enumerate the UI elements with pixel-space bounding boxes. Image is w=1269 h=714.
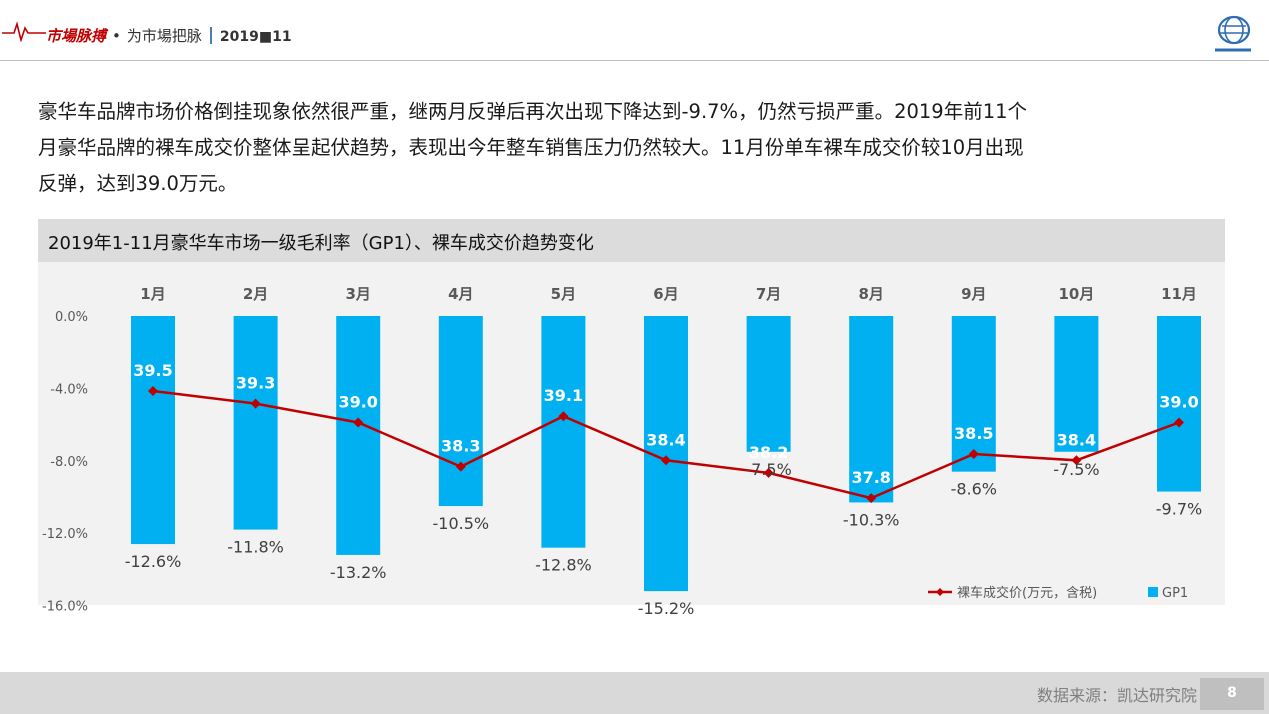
issue-label: 2019■11 — [219, 29, 292, 45]
gp1-bar — [131, 316, 175, 545]
gp1-value-label: -11.8% — [227, 538, 284, 557]
pulse-icon — [2, 21, 46, 42]
chart-title-bar: 2019年1-11月豪华车市场一级毛利率（GP1）、裸车成交价趋势变化 — [38, 219, 1225, 262]
data-source: 数据来源：凯达研究院 — [1036, 686, 1197, 705]
legend-line-marker — [936, 588, 944, 596]
price-marker — [148, 386, 158, 396]
category-label: 11月 — [1161, 285, 1197, 303]
gp1-value-label: -10.5% — [432, 514, 489, 533]
price-marker — [353, 417, 364, 428]
category-label: 9月 — [961, 285, 986, 303]
price-value-label: 39.0 — [1159, 393, 1198, 412]
legend-price-label: 裸车成交价(万元，含税) — [957, 585, 1097, 601]
intro-line-2: 月豪华品牌的裸车成交价整体呈起伏趋势，表现出今年整车销售压力仍然较大。11月份单… — [38, 136, 1024, 159]
price-marker — [763, 467, 774, 478]
y-tick-label: -8.0% — [50, 455, 88, 470]
gp1-value-label: -9.7% — [1156, 500, 1202, 519]
chart-title: 2019年1-11月豪华车市场一级毛利率（GP1）、裸车成交价趋势变化 — [48, 233, 594, 254]
gp1-bar — [951, 316, 996, 472]
y-tick-label: 0.0% — [55, 310, 88, 325]
brand-dot: • — [112, 27, 121, 45]
page-number-box: 8 — [1200, 678, 1264, 710]
price-marker — [1071, 455, 1082, 466]
gp1-bar — [1054, 316, 1099, 452]
chart-legend: 裸车成交价(万元，含税) GP1 — [928, 585, 1188, 601]
intro-line-3: 反弹，达到39.0万元。 — [38, 172, 238, 195]
gp1-bar — [541, 316, 586, 548]
category-label: 2月 — [243, 285, 268, 303]
data-labels: -12.6% -11.8% -13.2% -10.5% -12.8% -15.2% -7.5… — [125, 361, 1203, 618]
price-value-label: 37.8 — [851, 468, 890, 487]
gp1-price-chart: -12.6% -11.8% -13.2% -10.5% -12.8% -15.2% -7.5… — [42, 285, 1203, 618]
gp1-bar — [849, 316, 894, 503]
category-label: 8月 — [858, 285, 883, 303]
brand-slogan: 为市場把脉 — [126, 27, 202, 45]
brand-name: 市場脉搏 — [46, 27, 107, 45]
price-marker — [455, 461, 466, 472]
price-marker — [1174, 417, 1184, 428]
price-value-label: 39.5 — [133, 361, 172, 380]
intro-line-1: 豪华车品牌市场价格倒挂现象依然很严重，继两月反弹后再次出现下降达到-9.7%，仍… — [38, 100, 1028, 123]
page-footer: 数据来源：凯达研究院 8 — [0, 672, 1269, 714]
gp1-bar — [1157, 316, 1201, 492]
y-tick-label: -4.0% — [50, 382, 88, 397]
page-header: 市場脉搏 • 为市場把脉 2019■11 — [0, 0, 1269, 62]
y-tick-label: -16.0% — [42, 600, 88, 615]
price-value-label: 39.0 — [338, 393, 377, 412]
price-marker — [661, 455, 671, 466]
category-label: 3月 — [345, 285, 370, 303]
price-value-label: 38.2 — [749, 443, 788, 462]
gp1-value-label: -12.6% — [125, 552, 182, 571]
legend-gp1-label: GP1 — [1162, 586, 1188, 601]
gp1-bars — [131, 316, 1201, 592]
price-value-label: 39.3 — [236, 374, 275, 393]
price-value-label: 38.5 — [954, 424, 993, 443]
price-marker — [968, 449, 979, 459]
price-line-series — [148, 386, 1184, 504]
gp1-value-label: -13.2% — [330, 563, 387, 582]
gp1-value-label: -12.8% — [535, 556, 592, 575]
gp1-value-label: -7.5% — [745, 460, 791, 479]
category-label: 1月 — [140, 285, 165, 303]
category-label: 10月 — [1058, 285, 1094, 303]
brand-separator — [209, 27, 212, 44]
price-marker — [558, 411, 569, 422]
gp1-bar — [746, 316, 791, 452]
price-marker — [866, 493, 877, 504]
gp1-value-label: -15.2% — [638, 599, 695, 618]
price-value-label: 38.4 — [646, 430, 685, 449]
company-logo-icon — [1215, 15, 1251, 52]
category-label: 5月 — [551, 285, 576, 303]
gp1-bar — [438, 316, 483, 507]
gp1-bar — [233, 316, 278, 530]
category-label: 7月 — [756, 285, 781, 303]
legend-bar-swatch — [1148, 587, 1158, 597]
page-number: 8 — [1227, 685, 1237, 701]
header-divider — [0, 60, 1269, 61]
gp1-value-label: -8.6% — [951, 480, 997, 499]
brand-line: 市場脉搏 • 为市場把脉 2019■11 — [46, 25, 292, 46]
gp1-value-label: -7.5% — [1053, 460, 1099, 479]
price-value-label: 39.1 — [544, 386, 583, 405]
gp1-value-label: -10.3% — [843, 510, 900, 529]
y-tick-label: -12.0% — [42, 527, 88, 542]
category-label: 6月 — [653, 285, 678, 303]
intro-paragraph: 豪华车品牌市场价格倒挂现象依然很严重，继两月反弹后再次出现下降达到-9.7%，仍… — [38, 94, 1238, 202]
category-label: 4月 — [448, 285, 473, 303]
axis-labels: 0.0% -4.0% -8.0% -12.0% -16.0% 1月 2月 3月 4月 5月 6月 7月… — [42, 285, 1197, 615]
gp1-bar — [336, 316, 381, 555]
price-marker — [250, 398, 261, 409]
price-value-label: 38.3 — [441, 437, 480, 456]
price-value-label: 38.4 — [1057, 430, 1096, 449]
